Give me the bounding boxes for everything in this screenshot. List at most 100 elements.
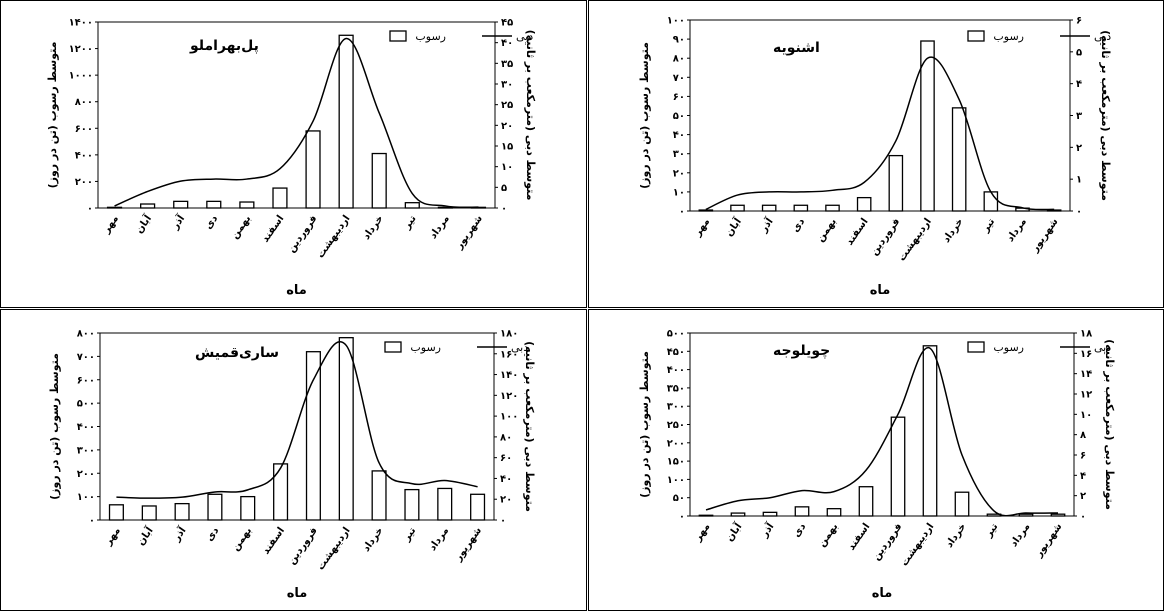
bar-sediment: [920, 40, 935, 212]
bar-sediment: [207, 493, 223, 521]
left-tick-label: ۳۰۰: [667, 402, 685, 413]
x-tick-label: شهریور: [1033, 521, 1065, 560]
bar-sediment: [890, 416, 906, 517]
x-tick-label: خرداد: [941, 216, 966, 245]
left-tick-label: ۷۰: [673, 73, 685, 84]
x-tick-label: اردیبهشت: [899, 521, 936, 568]
left-axis-label: متوسط رسوب (تن در روز): [46, 42, 59, 189]
x-tick-label: آبان: [134, 524, 156, 548]
x-tick-label: آبان: [723, 520, 745, 544]
bar-sediment: [404, 202, 420, 209]
right-tick-label: ۰: [500, 516, 506, 527]
chart-svg: ۰ ۲۰۰ ۴۰۰ ۶۰۰ ۸۰۰ ۱۰۰۰ ۱۲۰۰ ۱۴۰۰ ۰ ۵ ۱۰ ۱۵ ۲۰ ۲۵ ۳۰ ۳۵ ۴…: [0, 0, 587, 308]
right-tick-label: ۱۲۰: [500, 391, 518, 402]
right-tick-label: ۱۸: [1080, 329, 1092, 340]
left-tick-label: ۴۰۰: [75, 150, 93, 161]
left-tick-label: ۱۵۰: [667, 457, 685, 468]
bar-sediment: [371, 470, 387, 521]
left-tick-label: ۵۰: [673, 493, 685, 504]
left-tick-label: ۳۰۰: [77, 445, 95, 456]
x-tick-label: خرداد: [361, 525, 386, 554]
legend-line-label: دبی: [511, 341, 528, 354]
chart-title: ساری‌قمیش: [195, 345, 279, 361]
right-tick-label: ۴: [1080, 471, 1086, 482]
left-tick-label: ۶۰: [673, 92, 685, 103]
legend-bar-swatch: [967, 30, 985, 42]
bar-sediment: [470, 493, 486, 521]
right-tick-label: ۲۰: [501, 121, 513, 132]
bar-sediment: [437, 487, 453, 521]
plot-area: [689, 332, 1075, 517]
legend-line-label: دبی: [516, 30, 533, 43]
legend-line-label: دبی: [1094, 341, 1111, 354]
x-axis-label: ماه: [870, 283, 891, 298]
right-tick-label: ۳۵: [501, 59, 513, 70]
left-tick-label: ۷۰۰: [77, 352, 95, 363]
right-tick-label: ۲۰: [500, 495, 512, 506]
left-tick-label: ۰: [89, 516, 95, 527]
chart-svg: ۰ ۱۰ ۲۰ ۳۰ ۴۰ ۵۰ ۶۰ ۷۰ ۸۰ ۹۰ ۱۰۰ ۰ ۱ ۲ ۳ ۴ ۵ ۶ متوسط رسوب …: [588, 0, 1164, 308]
right-tick-label: ۰: [1080, 512, 1086, 523]
x-tick-label: اسفند: [846, 521, 872, 552]
chart-panel: ۰ ۱۰۰ ۲۰۰ ۳۰۰ ۴۰۰ ۵۰۰ ۶۰۰ ۷۰۰ ۸۰۰ ۰ ۲۰ ۴۰ ۶۰ ۸۰ ۱۰۰ ۱۲۰…: [0, 309, 587, 611]
x-tick-label: اسفند: [844, 216, 870, 247]
right-tick-label: ۲۵: [501, 100, 513, 111]
chart-panel: ۰ ۱۰ ۲۰ ۳۰ ۴۰ ۵۰ ۶۰ ۷۰ ۸۰ ۹۰ ۱۰۰ ۰ ۱ ۲ ۳ ۴ ۵ ۶ متوسط رسوب …: [588, 0, 1164, 308]
x-tick-label: بهمن: [815, 216, 839, 244]
left-tick-label: ۳۵۰: [667, 383, 685, 394]
right-tick-label: ۸: [1080, 430, 1086, 441]
bar-sediment: [305, 130, 321, 209]
x-tick-label: آبان: [722, 215, 744, 239]
x-tick-label: مهر: [692, 521, 712, 544]
x-tick-label: اردیبهشت: [897, 216, 934, 263]
x-tick-label: مرداد: [1005, 216, 1029, 244]
left-axis-label: متوسط رسوب (تن در روز): [48, 353, 61, 500]
right-tick-label: ۰: [1076, 207, 1082, 218]
x-axis-label: ماه: [872, 586, 893, 601]
right-tick-label: ۱۰۰: [500, 412, 518, 423]
legend-bar-swatch: [967, 341, 985, 353]
bar-sediment: [856, 196, 872, 212]
bar-sediment: [371, 152, 387, 209]
legend-line-label: دبی: [1094, 30, 1111, 43]
left-tick-label: ۸۰۰: [75, 97, 93, 108]
right-tick-label: ۶۰: [500, 453, 512, 464]
bar-sediment: [140, 203, 156, 209]
right-tick-label: ۰: [501, 204, 507, 215]
left-tick-label: ۴۰۰: [667, 365, 685, 376]
chart-title: چویلوجه: [773, 343, 830, 359]
plot-area: [689, 19, 1071, 212]
bar-sediment: [762, 511, 778, 517]
right-tick-label: ۱۸۰: [500, 329, 518, 340]
bar-sediment: [108, 504, 124, 521]
left-tick-label: ۱۰۰۰: [69, 71, 93, 82]
panel-frame: [0, 0, 587, 308]
right-tick-label: ۶: [1080, 451, 1086, 462]
bar-sediment: [239, 201, 255, 209]
right-tick-label: ۱۶۰: [500, 349, 518, 360]
x-tick-label: آذر: [169, 524, 189, 544]
chart-svg: ۰ ۱۰۰ ۲۰۰ ۳۰۰ ۴۰۰ ۵۰۰ ۶۰۰ ۷۰۰ ۸۰۰ ۰ ۲۰ ۴۰ ۶۰ ۸۰ ۱۰۰ ۱۲۰…: [0, 309, 587, 611]
chart-panel: ۰ ۵۰ ۱۰۰ ۱۵۰ ۲۰۰ ۲۵۰ ۳۰۰ ۳۵۰ ۴۰۰ ۴۵۰ ۵۰۰ ۰ ۲ ۴ ۶ ۸ ۱۰ ۱۲ ۱…: [588, 309, 1164, 611]
x-tick-label: تیر: [401, 525, 419, 544]
left-tick-label: ۱۰: [673, 187, 685, 198]
x-tick-label: دی: [790, 216, 807, 234]
right-tick-label: ۴۵: [501, 18, 513, 29]
x-tick-label: شهریور: [453, 213, 485, 252]
x-tick-label: تیر: [983, 521, 1001, 540]
right-tick-label: ۱۲: [1080, 390, 1092, 401]
bar-sediment: [273, 463, 289, 521]
left-tick-label: ۲۰۰: [667, 438, 685, 449]
line-discharge: [116, 341, 478, 499]
bar-sediment: [174, 502, 190, 521]
x-tick-label: مرداد: [427, 525, 451, 553]
right-tick-label: ۴۰: [501, 38, 513, 49]
x-tick-label: دی: [204, 525, 221, 543]
x-tick-label: مهر: [692, 216, 712, 239]
bar-sediment: [106, 206, 123, 209]
x-tick-label: شهریور: [1029, 216, 1061, 255]
x-tick-label: دی: [791, 521, 808, 539]
bar-sediment: [173, 200, 189, 209]
left-axis-label: متوسط رسوب (تن در روز): [638, 42, 651, 189]
